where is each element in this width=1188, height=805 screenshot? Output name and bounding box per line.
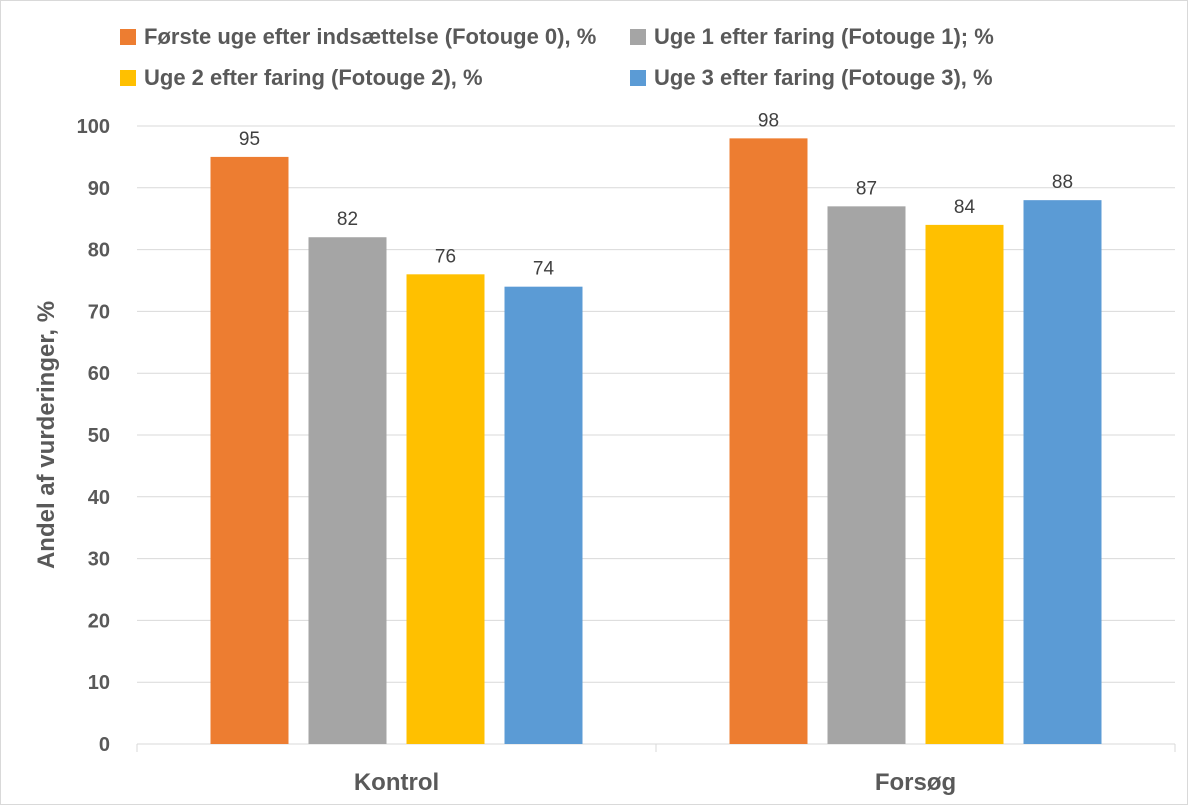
y-tick-label: 80 <box>88 240 110 262</box>
legend-entry: Uge 1 efter faring (Fotouge 1); % <box>654 24 994 49</box>
legend-entry: Uge 3 efter faring (Fotouge 3), % <box>654 65 993 90</box>
data-label: 98 <box>758 110 779 131</box>
y-tick-label: 20 <box>88 610 110 632</box>
data-label: 82 <box>337 209 358 230</box>
bar <box>504 286 583 744</box>
y-tick-label: 40 <box>88 487 110 509</box>
y-tick-label: 0 <box>99 734 110 756</box>
x-category-label: Kontrol <box>354 769 439 796</box>
bar <box>827 206 906 745</box>
y-tick-label: 10 <box>88 672 110 694</box>
y-tick-label: 90 <box>88 178 110 200</box>
y-tick-label: 70 <box>88 301 110 323</box>
legend-entry: Første uge efter indsættelse (Fotouge 0)… <box>144 24 596 49</box>
legend-swatch <box>630 29 646 45</box>
bar <box>308 237 387 745</box>
bar <box>210 156 289 744</box>
bar <box>925 224 1004 744</box>
data-label: 74 <box>533 259 555 280</box>
y-tick-label: 60 <box>88 363 110 385</box>
data-label: 76 <box>435 246 456 267</box>
legend-swatch <box>120 70 136 86</box>
y-tick-label: 100 <box>77 116 110 138</box>
y-tick-label: 50 <box>88 425 110 447</box>
legend-entry: Uge 2 efter faring (Fotouge 2), % <box>144 65 483 90</box>
data-label: 95 <box>239 129 260 150</box>
data-label: 87 <box>856 178 877 199</box>
legend: Første uge efter indsættelse (Fotouge 0)… <box>120 24 994 90</box>
bar <box>406 274 485 744</box>
bars <box>210 138 1102 745</box>
x-category-label: Forsøg <box>875 769 956 796</box>
legend-swatch <box>120 29 136 45</box>
data-label: 84 <box>954 197 976 218</box>
y-axis-label: Andel af vurderinger, % <box>33 301 60 569</box>
x-axis-categories: Kontrol Forsøg <box>354 769 956 796</box>
bar <box>1023 200 1102 744</box>
data-label: 88 <box>1052 172 1073 193</box>
y-tick-label: 30 <box>88 549 110 571</box>
bar <box>729 138 808 745</box>
y-axis-ticks: 0 10 20 30 40 50 60 70 80 90 100 <box>77 116 110 756</box>
data-labels: 95 82 76 74 98 87 84 88 <box>239 110 1073 279</box>
legend-swatch <box>630 70 646 86</box>
